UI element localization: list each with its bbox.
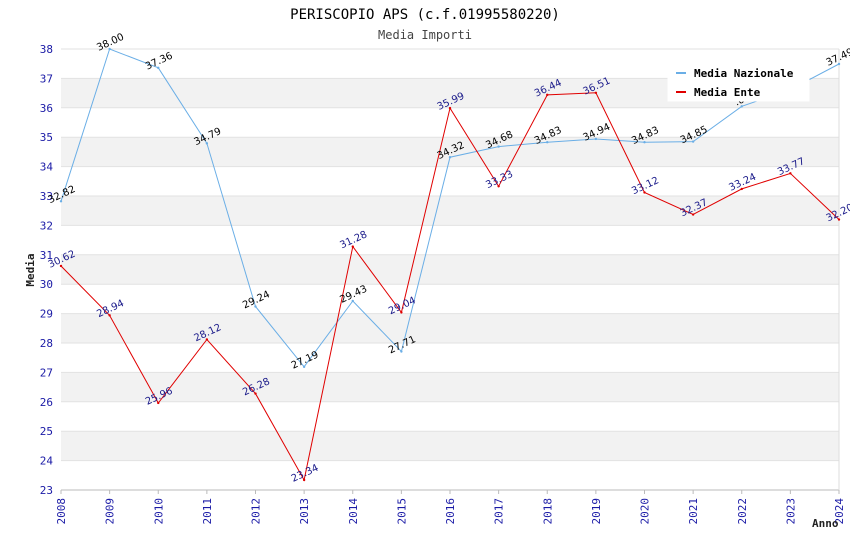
y-tick-label: 30 xyxy=(40,278,53,291)
data-point xyxy=(497,185,500,188)
x-tick-label: 2016 xyxy=(444,498,457,525)
data-point xyxy=(837,218,841,221)
y-tick-label: 32 xyxy=(40,219,53,232)
y-tick-label: 37 xyxy=(40,72,53,85)
data-point xyxy=(497,145,500,148)
data-point xyxy=(254,305,257,308)
data-label: 33.12 xyxy=(630,175,661,197)
data-point xyxy=(643,191,646,194)
legend: Media Nazionale Media Ente xyxy=(667,60,810,102)
x-tick-label: 2024 xyxy=(833,498,846,525)
data-label: 33.33 xyxy=(484,169,515,191)
grid-bands xyxy=(61,48,839,491)
x-tick-label: 2019 xyxy=(590,498,603,525)
data-point xyxy=(302,365,306,369)
data-point xyxy=(594,91,598,95)
data-point xyxy=(546,93,549,97)
x-tick-label: 2011 xyxy=(201,498,214,525)
grid-band xyxy=(61,431,839,461)
x-tick-label: 2009 xyxy=(104,498,117,525)
x-axis-title: Anno xyxy=(812,517,839,530)
chart-subtitle: Media Importi xyxy=(378,28,472,42)
y-axis-title: Media xyxy=(24,253,37,286)
y-tick-label: 26 xyxy=(40,396,53,409)
x-tick-label: 2012 xyxy=(250,498,263,525)
data-label: 33.24 xyxy=(727,172,758,194)
data-point xyxy=(351,245,354,248)
grid-band xyxy=(61,137,839,167)
legend-label: Media Ente xyxy=(694,86,761,99)
data-point xyxy=(837,62,841,66)
grid-band xyxy=(61,196,839,226)
legend-box xyxy=(667,60,810,102)
x-tick-label: 2015 xyxy=(395,498,408,525)
y-tick-label: 34 xyxy=(40,161,54,174)
data-point xyxy=(789,172,792,175)
x-tick-label: 2018 xyxy=(541,498,554,525)
x-tick-label: 2014 xyxy=(347,498,360,525)
x-tick-label: 2023 xyxy=(784,498,797,525)
y-tick-label: 24 xyxy=(40,455,54,468)
y-tick-label: 31 xyxy=(40,249,53,262)
y-tick-label: 38 xyxy=(40,43,53,56)
data-point xyxy=(740,187,743,191)
grid-band xyxy=(61,254,839,285)
data-point xyxy=(400,350,403,353)
data-point xyxy=(59,264,63,268)
y-tick-label: 33 xyxy=(40,190,53,203)
data-point xyxy=(691,213,695,216)
y-tick-label: 28 xyxy=(40,337,53,350)
chart-title: PERISCOPIO APS (c.f.01995580220) xyxy=(290,7,560,23)
x-tick-label: 2021 xyxy=(687,498,700,525)
y-tick-label: 27 xyxy=(40,366,53,379)
data-label: 23.34 xyxy=(290,463,321,485)
data-label: 38.00 xyxy=(95,32,126,54)
data-point xyxy=(643,140,646,144)
y-tick-label: 35 xyxy=(40,131,53,144)
y-tick-label: 23 xyxy=(40,484,53,497)
data-point xyxy=(205,142,209,145)
x-tick-label: 2022 xyxy=(736,498,749,525)
x-tick-label: 2008 xyxy=(55,498,68,525)
y-tick-label: 36 xyxy=(40,102,53,115)
data-point xyxy=(594,137,598,141)
data-point xyxy=(740,105,743,108)
data-point xyxy=(302,478,306,482)
data-point xyxy=(546,140,549,144)
data-label: 37.49 xyxy=(825,47,850,69)
y-tick-label: 25 xyxy=(40,425,53,438)
data-label: 27.19 xyxy=(290,350,321,372)
grid-band xyxy=(61,313,839,343)
x-tick-label: 2013 xyxy=(298,498,311,525)
y-tick-label: 29 xyxy=(40,308,53,321)
legend-label: Media Nazionale xyxy=(694,67,794,80)
x-tick-label: 2010 xyxy=(152,498,165,525)
data-point xyxy=(400,311,403,314)
grid-band xyxy=(61,372,839,402)
data-point xyxy=(205,338,209,341)
data-point xyxy=(254,392,257,395)
data-point xyxy=(448,155,452,159)
x-tick-label: 2020 xyxy=(639,498,652,525)
data-point xyxy=(157,401,160,405)
data-point xyxy=(448,106,452,110)
axes: 23 24 25 26 27 28 29 30 31 32 33 34 35 36 37 38 2008 2009… xyxy=(40,43,846,525)
data-point xyxy=(691,140,695,143)
data-point xyxy=(157,66,160,70)
x-tick-label: 2017 xyxy=(493,498,506,525)
data-point xyxy=(351,299,354,303)
data-point xyxy=(108,47,111,51)
data-point xyxy=(59,200,63,203)
data-point xyxy=(108,314,111,317)
